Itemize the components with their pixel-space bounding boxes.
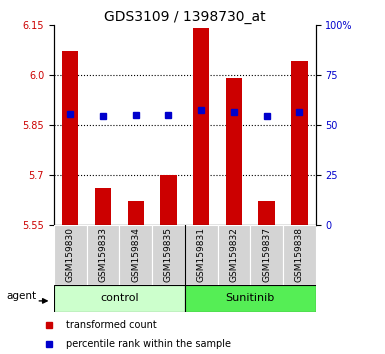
Text: GSM159838: GSM159838 <box>295 227 304 282</box>
Text: GSM159837: GSM159837 <box>262 227 271 282</box>
Bar <box>152 225 185 285</box>
Text: GSM159830: GSM159830 <box>66 227 75 282</box>
Title: GDS3109 / 1398730_at: GDS3109 / 1398730_at <box>104 10 266 24</box>
Text: GSM159835: GSM159835 <box>164 227 173 282</box>
Bar <box>95 188 111 225</box>
Bar <box>54 285 185 312</box>
Bar <box>119 225 152 285</box>
Bar <box>283 225 316 285</box>
Bar <box>185 285 316 312</box>
Bar <box>218 225 250 285</box>
Bar <box>250 225 283 285</box>
Bar <box>62 51 79 225</box>
Bar <box>54 225 87 285</box>
Text: agent: agent <box>6 291 37 301</box>
Bar <box>291 62 308 225</box>
Bar <box>193 28 209 225</box>
Bar <box>87 225 119 285</box>
Text: control: control <box>100 293 139 303</box>
Text: transformed count: transformed count <box>65 320 156 330</box>
Text: percentile rank within the sample: percentile rank within the sample <box>65 339 231 349</box>
Bar <box>226 78 242 225</box>
Text: GSM159832: GSM159832 <box>229 227 238 282</box>
Text: GSM159833: GSM159833 <box>99 227 107 282</box>
Bar <box>185 225 218 285</box>
Bar <box>160 175 177 225</box>
Text: GSM159831: GSM159831 <box>197 227 206 282</box>
Bar <box>127 201 144 225</box>
Text: GSM159834: GSM159834 <box>131 227 140 282</box>
Text: Sunitinib: Sunitinib <box>226 293 275 303</box>
Bar <box>258 201 275 225</box>
